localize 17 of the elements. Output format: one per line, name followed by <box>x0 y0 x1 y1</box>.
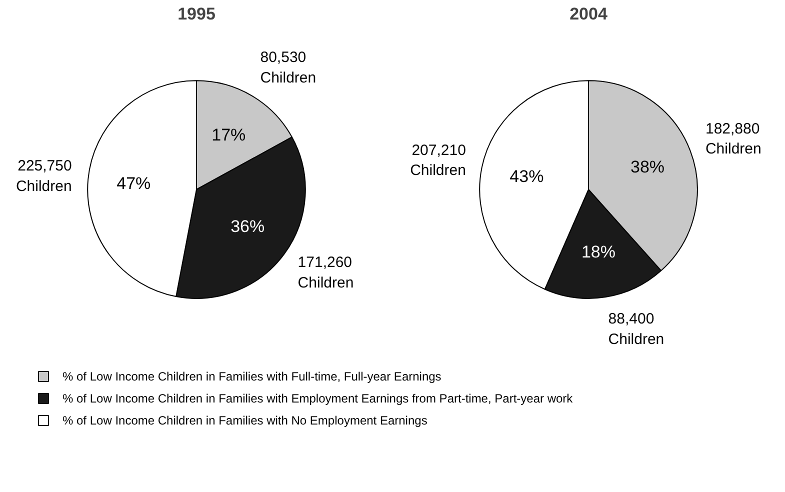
text: 225,750 Children <box>16 157 72 195</box>
data-label: 18% <box>581 242 616 262</box>
legend-label: % of Low Income Children in Families with No Employment Earnings <box>62 414 428 428</box>
data-label: 36% <box>230 217 265 236</box>
text: 182,880 Children <box>705 120 762 158</box>
data-label: 17% <box>212 126 246 145</box>
data-label: 43% <box>510 167 544 186</box>
chart-title: 1995 <box>178 4 216 24</box>
text: 80,530 Children <box>260 48 316 86</box>
text: 171,260 Children <box>298 254 354 292</box>
text: 207,210 Children <box>410 142 466 180</box>
chart-title: 2004 <box>570 4 608 24</box>
legend-label: % of Low Income Children in Families with Employment Earnings from Part-time, Part-year work <box>62 392 574 406</box>
data-label: 38% <box>630 157 665 176</box>
text: 88,400 Children <box>608 310 664 348</box>
data-label: 47% <box>116 174 151 194</box>
legend-label: % of Low Income Children in Families with Full-time, Full-year Earnings <box>62 370 442 384</box>
